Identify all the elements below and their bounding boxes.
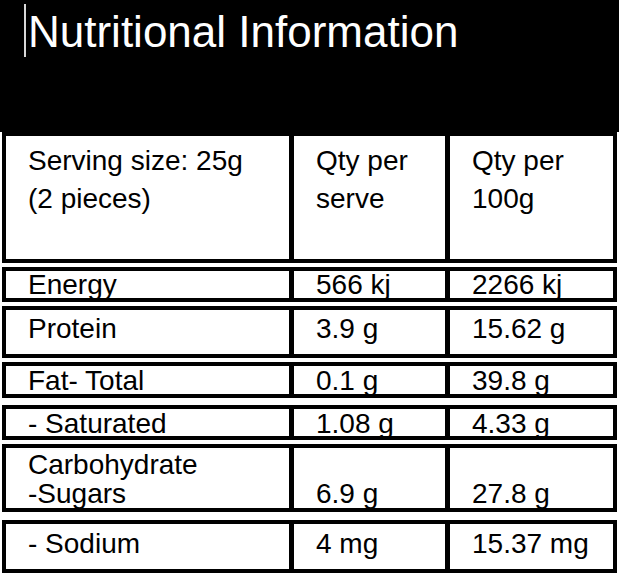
row-label: Protein: [6, 310, 294, 354]
row-label: Carbohydrate -Sugars: [6, 448, 294, 508]
row-label: Energy: [6, 271, 294, 298]
value-per-serve: 3.9 g: [294, 310, 450, 354]
value-per-100g: 39.8 g: [450, 366, 613, 394]
table-row-fat-total: Fat- Total 0.1 g 39.8 g: [2, 362, 617, 398]
table-row-protein: Protein 3.9 g 15.62 g: [2, 306, 617, 358]
header-cell-qty-per-100g: Qty per 100g: [450, 136, 613, 259]
table-row-energy: Energy 566 kj 2266 kj: [2, 267, 617, 302]
row-label: Fat- Total: [6, 366, 294, 394]
header-cell-serving-size: Serving size: 25g (2 pieces): [6, 136, 294, 259]
nutrition-table: Serving size: 25g (2 pieces) Qty per ser…: [2, 132, 617, 573]
value-per-100g: 4.33 g: [450, 409, 613, 436]
title-band: Nutritional Information: [0, 0, 619, 132]
value-per-serve: 4 mg: [294, 524, 450, 569]
nutrition-label-page: Nutritional Information Serving size: 25…: [0, 0, 619, 573]
row-label: - Sodium: [6, 524, 294, 569]
value-per-100g: 27.8 g: [450, 448, 613, 508]
value-per-serve: 6.9 g: [294, 448, 450, 508]
header-cell-qty-per-serve: Qty per serve: [294, 136, 450, 259]
value-per-serve: 0.1 g: [294, 366, 450, 394]
value-per-100g: 15.37 mg: [450, 524, 613, 569]
table-header-row: Serving size: 25g (2 pieces) Qty per ser…: [2, 132, 617, 263]
value-per-serve: 1.08 g: [294, 409, 450, 436]
page-title: Nutritional Information: [28, 3, 458, 61]
value-per-100g: 2266 kj: [450, 271, 613, 298]
text-cursor: [24, 4, 26, 57]
value-per-100g: 15.62 g: [450, 310, 613, 354]
value-per-serve: 566 kj: [294, 271, 450, 298]
table-row-saturated: - Saturated 1.08 g 4.33 g: [2, 405, 617, 440]
table-row-sodium: - Sodium 4 mg 15.37 mg: [2, 520, 617, 573]
table-row-carbohydrate-sugars: Carbohydrate -Sugars 6.9 g 27.8 g: [2, 444, 617, 512]
row-label: - Saturated: [6, 409, 294, 436]
